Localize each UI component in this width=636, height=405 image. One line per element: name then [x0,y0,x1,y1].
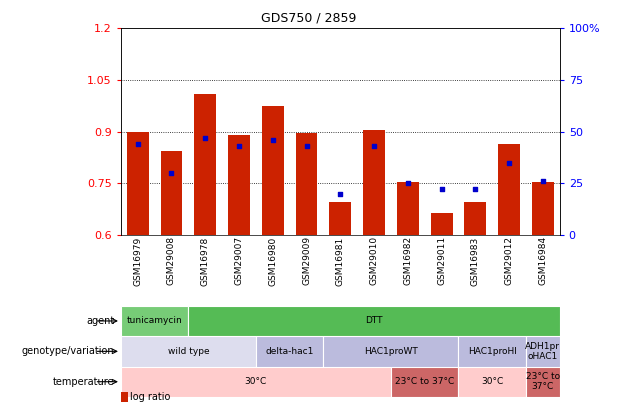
Point [537,178,548,184]
Point [268,136,278,143]
Bar [262,106,284,235]
Bar [391,367,459,397]
Bar [121,336,256,367]
Bar [431,213,452,235]
Point [167,170,177,176]
Text: 23°C to
37°C: 23°C to 37°C [526,372,560,391]
Text: GDS750 / 2859: GDS750 / 2859 [261,11,356,24]
Text: HAC1proHI: HAC1proHI [467,347,516,356]
Bar [526,367,560,397]
Bar [329,202,351,235]
Bar [323,336,459,367]
Bar [526,336,560,367]
Bar [121,306,188,336]
Bar [464,202,487,235]
Bar [194,94,216,235]
Text: genotype/variation: genotype/variation [22,346,114,356]
Text: delta-hac1: delta-hac1 [265,347,314,356]
Point [234,143,244,149]
Bar [188,306,560,336]
Bar [363,130,385,235]
Text: temperature: temperature [53,377,114,387]
Bar [459,336,526,367]
Bar [498,144,520,235]
Bar [127,132,149,235]
Bar [160,151,183,235]
Point [200,134,211,141]
Text: wild type: wild type [167,347,209,356]
Text: agent: agent [86,316,114,326]
Point [470,186,480,193]
Point [133,141,143,147]
Text: 30°C: 30°C [481,377,503,386]
Point [369,143,379,149]
Bar [228,135,250,235]
Text: HAC1proWT: HAC1proWT [364,347,418,356]
Text: DTT: DTT [365,316,383,326]
Text: 30°C: 30°C [245,377,267,386]
Bar [532,181,554,235]
Bar [121,367,391,397]
Bar [459,367,526,397]
Point [436,186,446,193]
Bar [256,336,323,367]
Bar [296,133,317,235]
Point [335,190,345,197]
Text: 23°C to 37°C: 23°C to 37°C [395,377,454,386]
Text: ADH1pr
oHAC1: ADH1pr oHAC1 [525,342,560,361]
Point [403,180,413,186]
Point [301,143,312,149]
Text: log ratio: log ratio [130,392,170,402]
Text: tunicamycin: tunicamycin [127,316,183,326]
Point [504,160,514,166]
Bar [397,181,418,235]
